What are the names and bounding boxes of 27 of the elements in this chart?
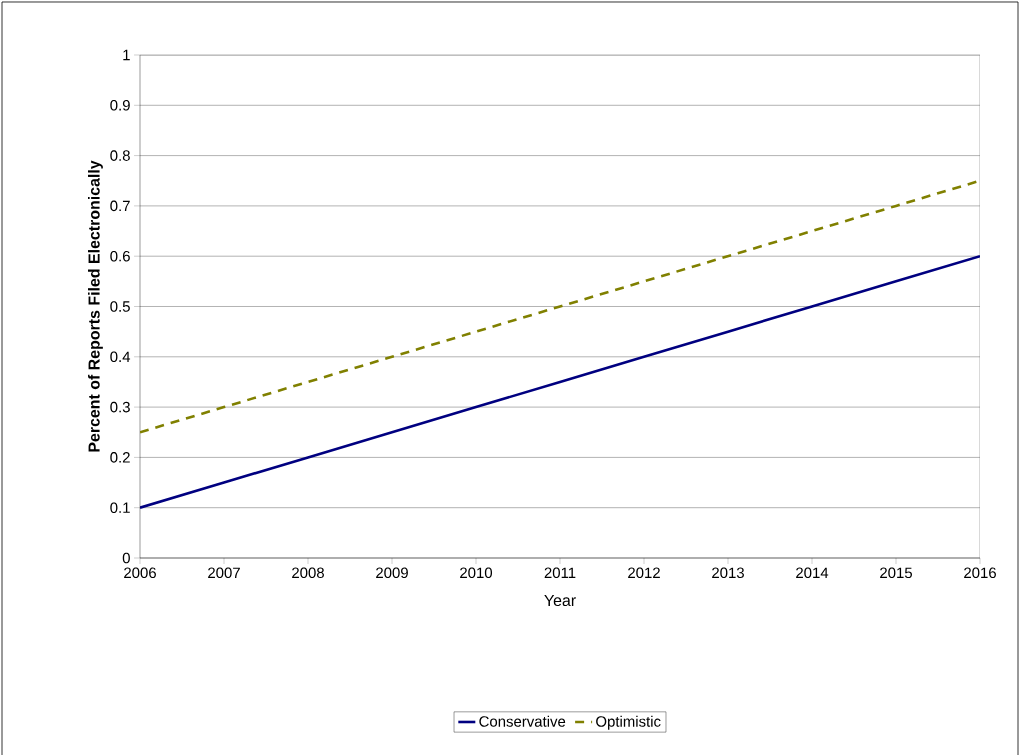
x-tick-label: 2015 — [880, 567, 912, 579]
y-tick-label: 0.8 — [110, 150, 130, 161]
legend-label: Conservative — [479, 715, 566, 727]
y-tick-label: 0.9 — [110, 100, 130, 111]
x-tick-label: 2016 — [964, 567, 996, 579]
y-tick-label: 0.4 — [110, 351, 131, 363]
y-tick-label: 0.2 — [110, 452, 130, 463]
y-tick-label: 0.5 — [110, 301, 130, 312]
legend-label: Optimistic — [596, 715, 661, 730]
x-tick-label: 2008 — [292, 567, 324, 579]
line-series — [140, 254, 981, 509]
y-tick-label: 0 — [122, 552, 130, 564]
y-tick-label: 0.3 — [110, 401, 130, 413]
x-tick-label: 2011 — [544, 567, 576, 579]
x-axis-title: Year — [544, 594, 576, 607]
x-tick-label: 2014 — [796, 567, 829, 579]
y-tick-label: 1 — [123, 49, 130, 61]
x-tick-label: 2012 — [628, 567, 660, 579]
x-tick-label: 2007 — [208, 567, 240, 579]
y-tick-label: 0.7 — [110, 200, 130, 212]
y-tick-label: 0.6 — [110, 250, 130, 262]
y-tick-label: 0.1 — [110, 502, 130, 513]
x-tick-label: 2009 — [376, 567, 408, 579]
x-tick-label: 2006 — [124, 567, 156, 579]
y-axis-title: Percent of Reports Filed Electronically — [88, 160, 103, 452]
x-tick-label: 2013 — [712, 567, 744, 579]
x-tick-label: 2010 — [460, 567, 493, 579]
